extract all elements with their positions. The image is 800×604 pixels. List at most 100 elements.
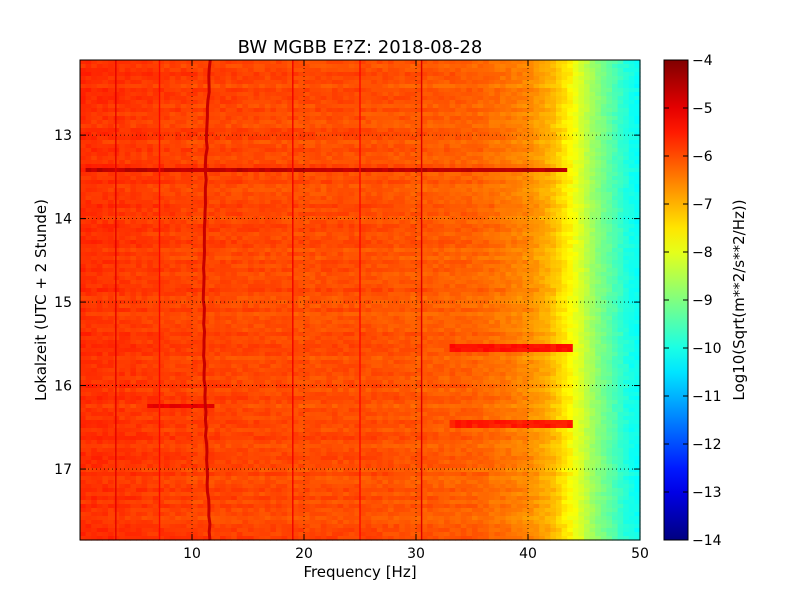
heatmap-cell — [399, 100, 406, 105]
heatmap-cell — [416, 92, 423, 97]
heatmap-cell — [522, 144, 529, 149]
heatmap-cell — [276, 172, 283, 177]
heatmap-cell — [528, 236, 535, 241]
heatmap-cell — [354, 188, 361, 193]
heatmap-cell — [164, 232, 171, 237]
heatmap-cell — [242, 160, 249, 165]
heatmap-cell — [292, 140, 299, 145]
heatmap-cell — [236, 236, 243, 241]
heatmap-cell — [141, 196, 148, 201]
heatmap-cell — [80, 112, 87, 117]
heatmap-cell — [589, 240, 596, 245]
heatmap-cell — [432, 192, 439, 197]
heatmap-cell — [96, 80, 103, 85]
heatmap-cell — [108, 240, 115, 245]
heatmap-cell — [634, 172, 641, 177]
heatmap-cell — [270, 228, 277, 233]
heatmap-cell — [617, 132, 624, 137]
heatmap-cell — [628, 84, 635, 89]
heatmap-cell — [533, 224, 540, 229]
heatmap-cell — [270, 256, 277, 261]
heatmap-cell — [248, 224, 255, 229]
heatmap-cell — [315, 76, 322, 81]
heatmap-cell — [539, 140, 546, 145]
heatmap-cell — [505, 132, 512, 137]
heatmap-cell — [248, 216, 255, 221]
heatmap-cell — [315, 228, 322, 233]
heatmap-cell — [572, 112, 579, 117]
heatmap-cell — [617, 144, 624, 149]
heatmap-cell — [147, 132, 154, 137]
heatmap-cell — [477, 84, 484, 89]
heatmap-cell — [281, 152, 288, 157]
heatmap-cell — [404, 104, 411, 109]
heatmap-cell — [522, 92, 529, 97]
heatmap-cell — [561, 140, 568, 145]
heatmap-cell — [544, 60, 551, 65]
heatmap-cell — [617, 112, 624, 117]
heatmap-cell — [180, 88, 187, 93]
heatmap-cell — [242, 124, 249, 129]
heatmap-cell — [365, 176, 372, 181]
heatmap-cell — [354, 92, 361, 97]
heatmap-cell — [231, 236, 238, 241]
heatmap-cell — [287, 232, 294, 237]
heatmap-cell — [197, 164, 204, 169]
heatmap-cell — [483, 116, 490, 121]
heatmap-cell — [281, 212, 288, 217]
heatmap-cell — [416, 232, 423, 237]
heatmap-cell — [225, 108, 232, 113]
heatmap-cell — [354, 212, 361, 217]
heatmap-cell — [287, 152, 294, 157]
heatmap-cell — [399, 204, 406, 209]
heatmap-cell — [360, 140, 367, 145]
heatmap-cell — [606, 188, 613, 193]
heatmap-cell — [214, 224, 221, 229]
heatmap-cell — [623, 124, 630, 129]
heatmap-cell — [606, 196, 613, 201]
heatmap-cell — [253, 228, 260, 233]
heatmap-cell — [315, 132, 322, 137]
heatmap-cell — [158, 148, 165, 153]
heatmap-cell — [175, 228, 182, 233]
heatmap-cell — [584, 72, 591, 77]
heatmap-cell — [393, 136, 400, 141]
heatmap-cell — [483, 224, 490, 229]
heatmap-cell — [600, 80, 607, 85]
heatmap-cell — [371, 252, 378, 257]
heatmap-cell — [236, 172, 243, 177]
heatmap-cell — [169, 120, 176, 125]
heatmap-cell — [298, 80, 305, 85]
heatmap-cell — [225, 160, 232, 165]
heatmap-cell — [539, 136, 546, 141]
heatmap-cell — [628, 184, 635, 189]
heatmap-cell — [186, 256, 193, 261]
heatmap-cell — [628, 60, 635, 65]
heatmap-cell — [220, 88, 227, 93]
heatmap-cell — [309, 60, 316, 65]
heatmap-cell — [584, 204, 591, 209]
heatmap-cell — [298, 224, 305, 229]
heatmap-cell — [505, 208, 512, 213]
heatmap-cell — [136, 176, 143, 181]
heatmap-cell — [136, 100, 143, 105]
heatmap-cell — [332, 104, 339, 109]
heatmap-cell — [634, 200, 641, 205]
heatmap-cell — [287, 200, 294, 205]
heatmap-cell — [466, 148, 473, 153]
heatmap-cell — [393, 220, 400, 225]
heatmap-cell — [292, 160, 299, 165]
heatmap-cell — [578, 196, 585, 201]
heatmap-cell — [164, 156, 171, 161]
heatmap-cell — [264, 64, 271, 69]
heatmap-cell — [550, 64, 557, 69]
heatmap-cell — [264, 136, 271, 141]
heatmap-cell — [337, 100, 344, 105]
heatmap-cell — [589, 76, 596, 81]
heatmap-cell — [180, 128, 187, 133]
heatmap-cell — [180, 192, 187, 197]
heatmap-cell — [500, 112, 507, 117]
heatmap-cell — [539, 64, 546, 69]
heatmap-cell — [427, 80, 434, 85]
heatmap-cell — [455, 92, 462, 97]
